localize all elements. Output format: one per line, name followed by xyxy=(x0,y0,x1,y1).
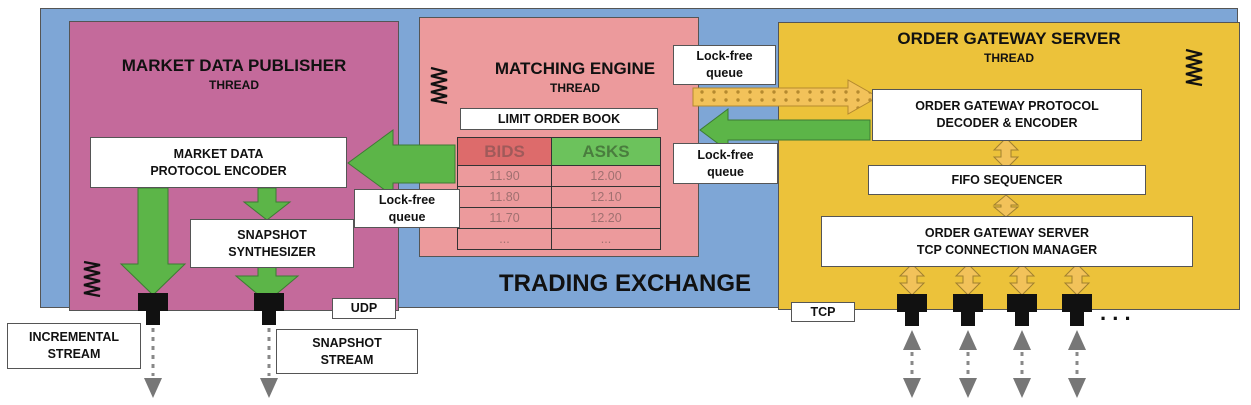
tcp-port-4 xyxy=(1062,294,1092,312)
engine-thread-squiggle xyxy=(430,66,448,105)
book-row: ... ... xyxy=(456,228,661,250)
engine-subtitle: THREAD xyxy=(550,81,600,95)
book-row: 11.90 12.00 xyxy=(456,165,661,187)
engine-to-publisher-arrow xyxy=(347,129,456,197)
ask-price: 12.10 xyxy=(551,186,661,208)
udp-label: UDP xyxy=(332,298,396,319)
tcp-port1-double-arrow xyxy=(898,263,926,296)
ask-price: ... xyxy=(551,228,661,250)
tcp-port-2 xyxy=(953,294,983,312)
more-connections-ellipsis: . . . xyxy=(1100,300,1131,325)
book-row: 11.80 12.10 xyxy=(456,186,661,208)
exchange-title: TRADING EXCHANGE xyxy=(498,270,751,297)
encoder-to-synthesizer-arrow xyxy=(242,187,292,221)
snapshot-port xyxy=(254,293,284,311)
publisher-subtitle: THREAD xyxy=(209,78,259,92)
incremental-stream-label: INCREMENTAL STREAM xyxy=(7,323,141,369)
incremental-stream-arrowhead xyxy=(144,378,162,398)
tcp-port4-double-arrow xyxy=(1063,263,1091,296)
publisher-title: MARKET DATA PUBLISHER xyxy=(121,56,347,75)
ask-price: 12.20 xyxy=(551,207,661,229)
encoder-to-incremental-arrow xyxy=(119,187,187,296)
bid-price: 11.80 xyxy=(456,186,553,208)
snapshot-stream-label: SNAPSHOT STREAM xyxy=(276,329,418,374)
gateway-protocol-box: ORDER GATEWAY PROTOCOL DECODER & ENCODER xyxy=(872,89,1142,141)
tcp-port2-double-arrow xyxy=(954,263,982,296)
fifo-tcp-double-arrow xyxy=(992,194,1020,218)
ogs-out-queue-label: Lock-free queue xyxy=(673,143,778,184)
fifo-sequencer-box: FIFO SEQUENCER xyxy=(868,165,1146,195)
snapshot-synthesizer-box: SNAPSHOT SYNTHESIZER xyxy=(190,219,354,268)
bid-price: ... xyxy=(456,228,553,250)
snapshot-stream-arrowhead xyxy=(260,378,278,398)
md-queue-label: Lock-free queue xyxy=(354,189,460,228)
market-data-encoder-box: MARKET DATA PROTOCOL ENCODER xyxy=(90,137,347,188)
bid-price: 11.90 xyxy=(456,165,553,187)
limit-order-book-label: LIMIT ORDER BOOK xyxy=(460,108,658,130)
ask-price: 12.00 xyxy=(551,165,661,187)
gateway-to-engine-arrow xyxy=(699,108,871,152)
incremental-port xyxy=(138,293,168,311)
limit-order-book-table: BIDS ASKS 11.90 12.00 11.80 12.10 11.70 … xyxy=(456,137,661,250)
bid-price: 11.70 xyxy=(456,207,553,229)
publisher-thread-squiggle xyxy=(83,260,101,298)
tcp-port3-double-arrow xyxy=(1008,263,1036,296)
book-row: 11.70 12.20 xyxy=(456,207,661,229)
engine-to-gateway-arrow xyxy=(692,79,880,115)
asks-header: ASKS xyxy=(551,137,661,166)
tcp-connection-manager-box: ORDER GATEWAY SERVER TCP CONNECTION MANA… xyxy=(821,216,1193,267)
engine-title: MATCHING ENGINE xyxy=(494,59,656,78)
gateway-thread-squiggle xyxy=(1185,48,1203,87)
gateway-title: ORDER GATEWAY SERVER xyxy=(897,29,1121,48)
ogs-in-queue-label: Lock-free queue xyxy=(673,45,776,85)
tcp-port-3 xyxy=(1007,294,1037,312)
bids-header: BIDS xyxy=(456,137,553,166)
tcp-label: TCP xyxy=(791,302,855,322)
tcp-port-1 xyxy=(897,294,927,312)
gateway-subtitle: THREAD xyxy=(984,51,1034,65)
